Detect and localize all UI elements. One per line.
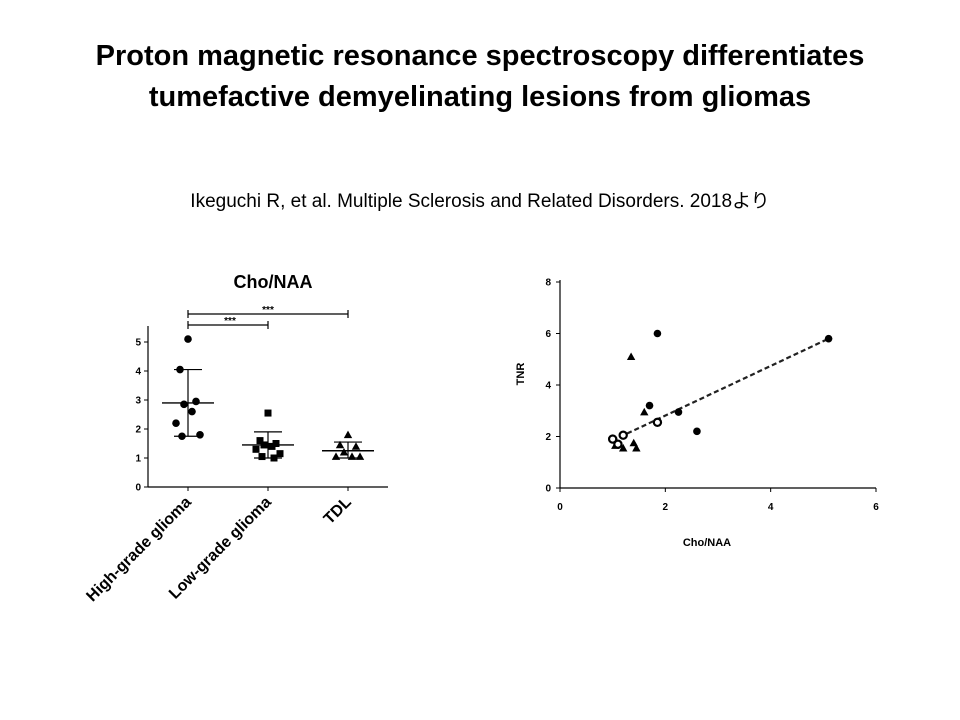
data-point: [331, 452, 341, 460]
data-point: [613, 439, 623, 449]
data-point: [258, 453, 266, 461]
data-point: [640, 407, 649, 416]
data-point: [652, 417, 663, 428]
x-tick-label: 2: [663, 502, 669, 513]
data-point: [618, 430, 628, 440]
x-tick-label: 0: [557, 502, 563, 513]
data-point: [653, 329, 662, 338]
data-point: [264, 409, 272, 417]
data-point: [184, 335, 192, 343]
y-tick-label: 5: [135, 338, 141, 349]
data-point: [629, 438, 638, 447]
y-tick-label: 4: [135, 367, 141, 378]
data-point: [347, 452, 357, 460]
data-point: [180, 400, 188, 409]
data-point: [272, 440, 280, 447]
data-point: [252, 445, 260, 453]
data-point: [619, 443, 628, 452]
data-point: [355, 452, 365, 460]
x-axis-label: Cho/NAA: [683, 537, 731, 549]
y-tick-label: 1: [135, 454, 141, 465]
data-point: [674, 408, 683, 416]
y-tick-label: 4: [545, 381, 551, 392]
data-point: [270, 454, 278, 462]
chart-title: Cho/NAA: [234, 272, 313, 292]
data-point: [824, 334, 833, 343]
y-tick-label: 0: [545, 484, 551, 495]
tnr-vs-cho-naa-scatter: 0 2 4 6 8 0 2 4 6 Cho/NAA TNR: [515, 278, 879, 550]
x-tick-label: 4: [768, 502, 774, 513]
data-point: [178, 432, 186, 441]
data-point: [351, 442, 361, 450]
data-point: [632, 443, 641, 452]
data-point: [339, 448, 349, 456]
data-point: [196, 431, 204, 439]
significance-label: ***: [224, 316, 236, 327]
data-point: [256, 437, 264, 445]
citation: Ikeguchi R, et al. Multiple Sclerosis an…: [190, 191, 770, 212]
data-point: [172, 419, 180, 427]
data-point: [626, 352, 636, 361]
y-tick-label: 3: [135, 396, 141, 407]
data-point: [176, 365, 184, 374]
y-tick-label: 6: [545, 329, 551, 340]
data-point: [693, 427, 701, 436]
y-tick-label: 2: [545, 432, 551, 443]
y-tick-label: 2: [135, 425, 141, 436]
slide-title-line-2: tumefactive demyelinating lesions from g…: [148, 81, 812, 113]
data-point: [192, 397, 200, 406]
data-point: [335, 440, 345, 449]
x-tick-label: 6: [873, 502, 879, 513]
data-point: [645, 401, 654, 410]
significance-label: ***: [262, 305, 274, 316]
y-axis-label: TNR: [515, 363, 527, 386]
data-point: [276, 450, 284, 458]
slide-title-line-1: Proton magnetic resonance spectroscopy d…: [95, 40, 865, 72]
y-tick-label: 8: [545, 278, 551, 289]
x-category-label: TDL: [321, 494, 355, 528]
data-point: [260, 441, 268, 449]
trend-line: [612, 337, 830, 442]
data-point: [607, 434, 618, 444]
data-point: [343, 430, 353, 439]
y-tick-label: 0: [135, 483, 141, 494]
data-point: [268, 442, 276, 450]
slide-title: Proton magnetic resonance spectroscopy d…: [0, 36, 960, 118]
data-point: [188, 407, 196, 416]
